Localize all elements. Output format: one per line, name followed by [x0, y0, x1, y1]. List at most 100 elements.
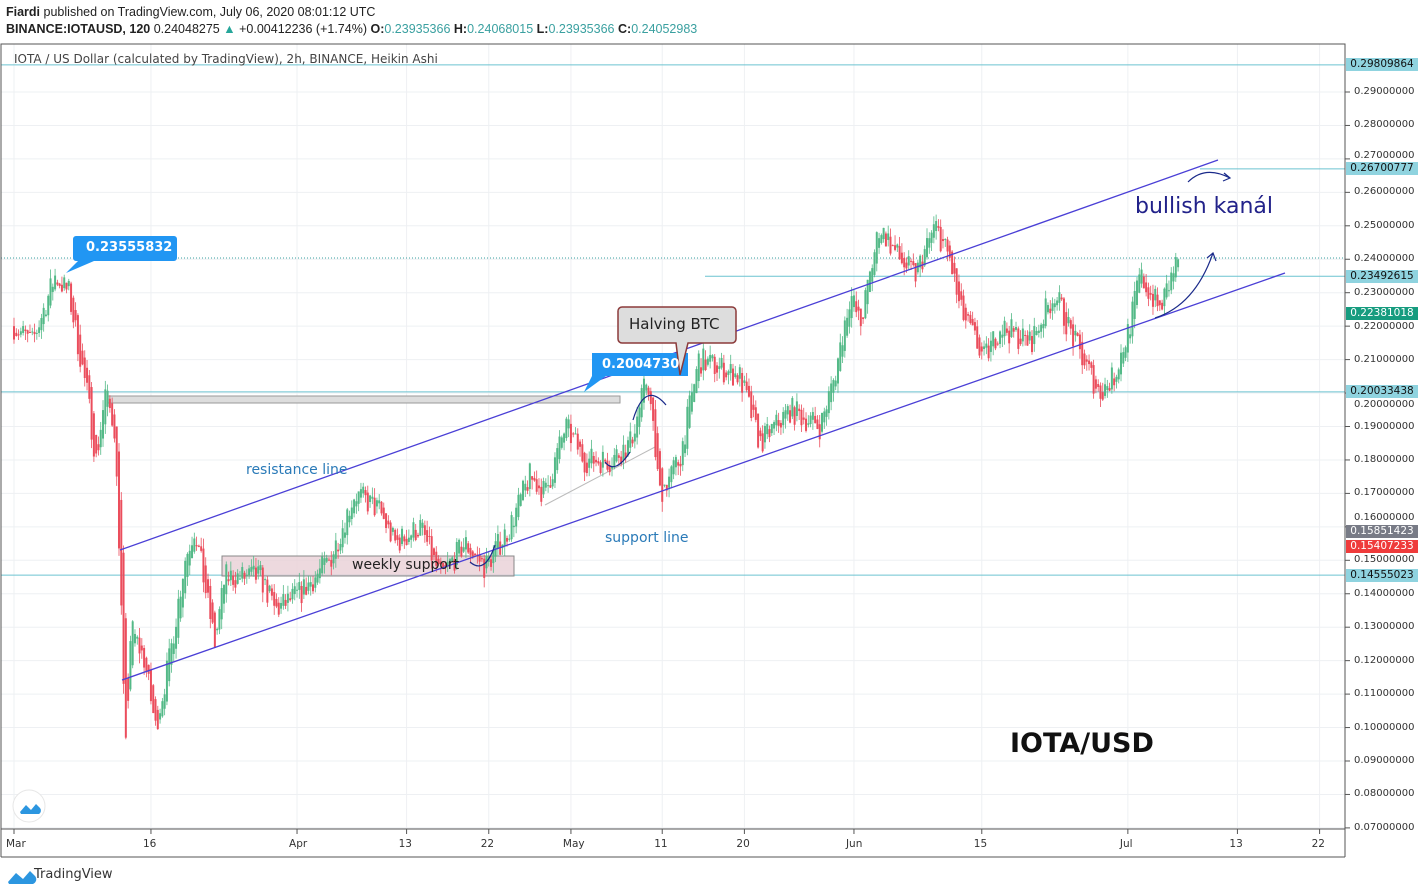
candle: [170, 643, 173, 665]
candle: [862, 317, 865, 319]
candle: [738, 367, 741, 379]
y-tick-label: 0.22000000: [1354, 321, 1415, 333]
candle: [884, 233, 887, 247]
candle: [159, 713, 162, 720]
candle: [821, 412, 824, 432]
last-price: 0.24048275: [153, 22, 220, 36]
candle: [960, 291, 963, 300]
x-tick-label: Apr: [289, 838, 308, 850]
candle: [542, 480, 545, 495]
candle: [250, 566, 253, 572]
candle: [588, 458, 591, 468]
candle: [405, 538, 408, 546]
channel-lower-line[interactable]: [121, 272, 1286, 681]
candle: [763, 425, 766, 443]
candle: [375, 500, 378, 507]
candle: [743, 380, 746, 383]
candle: [200, 546, 203, 551]
candle: [560, 437, 563, 448]
candle: [754, 407, 757, 420]
price-level-label: 0.22381018: [1346, 306, 1418, 320]
candle: [798, 408, 801, 412]
candle: [90, 387, 93, 440]
price-callout-2[interactable]: [584, 353, 688, 392]
candle: [42, 307, 45, 325]
candle: [848, 309, 851, 327]
candle: [1028, 331, 1031, 341]
candle: [599, 462, 602, 474]
candle: [583, 452, 586, 473]
candle: [941, 239, 944, 242]
candle: [951, 251, 954, 275]
candle: [40, 318, 43, 331]
candle: [515, 507, 518, 527]
candle: [179, 596, 182, 619]
x-tick-label: 22: [1311, 838, 1325, 850]
candle: [574, 433, 577, 435]
candle: [939, 226, 942, 252]
candle: [579, 441, 582, 447]
y-tick-label: 0.08000000: [1354, 788, 1415, 800]
candle: [1026, 335, 1029, 346]
footer-brand[interactable]: TradingView: [34, 867, 113, 882]
candle: [492, 550, 495, 564]
candle: [327, 559, 330, 561]
halving-callout[interactable]: [617, 306, 737, 376]
candle: [957, 281, 960, 302]
candle: [1053, 303, 1056, 308]
candle: [1133, 290, 1136, 319]
publish-info: Fiardi published on TradingView.com, Jul…: [6, 5, 375, 19]
candle: [987, 345, 990, 359]
price-level-label: 0.14555023: [1346, 568, 1418, 582]
candle: [1012, 328, 1015, 332]
candle: [184, 560, 187, 594]
candle: [779, 422, 782, 428]
candle: [702, 348, 705, 371]
candle: [814, 415, 817, 424]
candle: [1165, 283, 1168, 298]
candle: [410, 535, 413, 540]
candle: [471, 551, 474, 557]
candle: [818, 424, 821, 440]
author[interactable]: Fiardi: [6, 5, 41, 19]
candle: [697, 353, 700, 382]
candle: [894, 245, 897, 250]
candle: [216, 628, 219, 631]
y-tick-label: 0.13000000: [1354, 621, 1415, 633]
candle: [531, 476, 534, 480]
candle: [152, 685, 155, 714]
candle: [868, 271, 871, 292]
candle: [430, 536, 433, 561]
candle: [777, 420, 780, 426]
candle: [549, 485, 552, 488]
candle: [298, 582, 301, 590]
candle: [245, 574, 248, 576]
candle: [455, 541, 458, 565]
candle: [674, 457, 677, 468]
candle: [595, 459, 598, 463]
candle: [469, 547, 472, 555]
candle: [784, 410, 787, 419]
arrow-icon: [632, 394, 667, 421]
arrow-icon: [1187, 171, 1231, 183]
candle: [1046, 305, 1049, 313]
candle: [330, 559, 333, 567]
candle: [117, 451, 120, 549]
plot-frame: [0, 43, 1346, 830]
low-label: L:: [536, 22, 549, 36]
candle: [535, 479, 538, 492]
candle: [871, 268, 874, 282]
candle: [1010, 319, 1013, 337]
candle: [213, 612, 216, 648]
arrow-icon: [469, 544, 496, 567]
candle: [704, 359, 707, 370]
candle: [102, 410, 105, 439]
price-callout-1[interactable]: [66, 236, 177, 273]
candle: [277, 602, 280, 615]
candle: [60, 284, 63, 292]
candle: [407, 537, 410, 542]
candle: [1154, 288, 1157, 301]
tradingview-logo-icon: [20, 804, 41, 814]
y-tick-label: 0.19000000: [1354, 420, 1415, 432]
